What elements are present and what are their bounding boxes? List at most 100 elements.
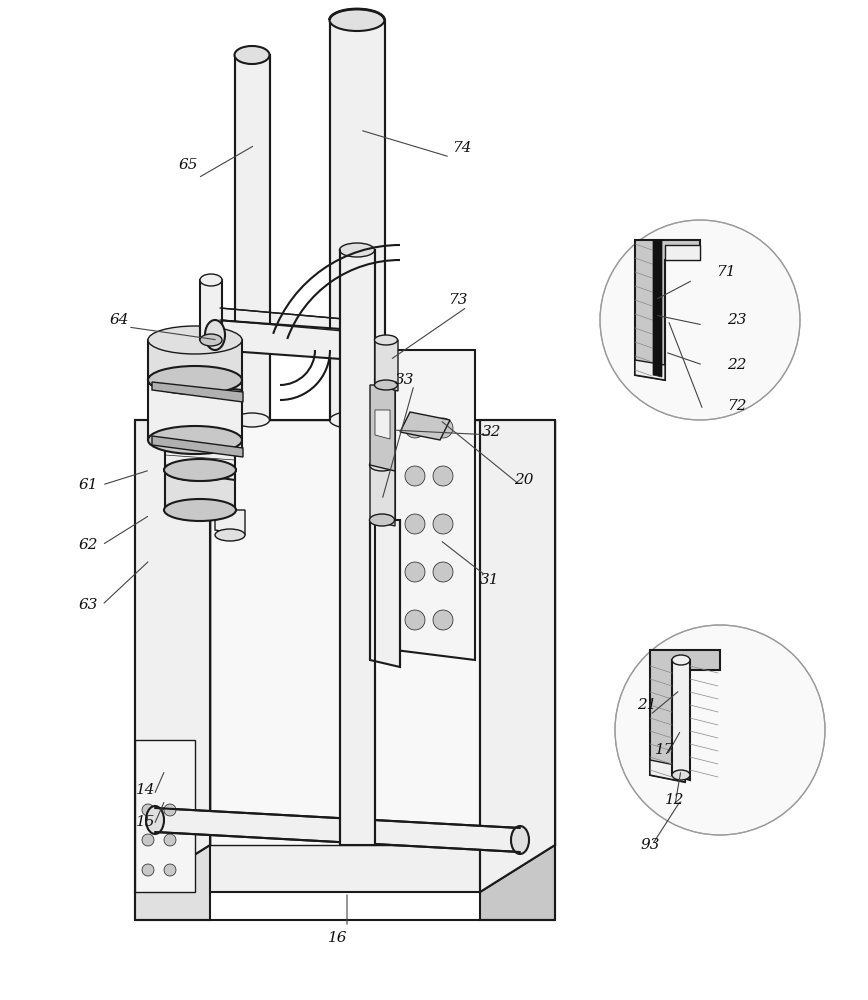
Circle shape — [164, 804, 176, 816]
Ellipse shape — [164, 459, 236, 481]
Text: 15: 15 — [136, 815, 155, 829]
Circle shape — [405, 610, 425, 630]
Polygon shape — [165, 430, 235, 480]
Circle shape — [433, 562, 453, 582]
Polygon shape — [635, 240, 700, 380]
Polygon shape — [235, 55, 270, 420]
Text: 33: 33 — [395, 373, 415, 387]
Ellipse shape — [330, 9, 385, 31]
Circle shape — [142, 864, 154, 876]
Polygon shape — [135, 740, 195, 892]
Text: 31: 31 — [480, 573, 500, 587]
Circle shape — [405, 418, 425, 438]
Text: 93: 93 — [641, 838, 660, 852]
Text: 65: 65 — [178, 158, 198, 172]
Ellipse shape — [339, 243, 374, 257]
Ellipse shape — [511, 826, 529, 854]
Text: 20: 20 — [514, 473, 534, 487]
Circle shape — [142, 834, 154, 846]
Polygon shape — [400, 412, 450, 440]
Polygon shape — [152, 382, 243, 402]
Polygon shape — [155, 808, 520, 852]
Text: 61: 61 — [78, 478, 98, 492]
Polygon shape — [220, 308, 355, 332]
Polygon shape — [650, 760, 685, 782]
Text: 16: 16 — [328, 931, 348, 945]
Polygon shape — [672, 660, 690, 780]
Ellipse shape — [234, 46, 269, 64]
Text: 72: 72 — [727, 399, 746, 413]
Text: 62: 62 — [78, 538, 98, 552]
Text: 21: 21 — [637, 698, 657, 712]
Text: 12: 12 — [665, 793, 685, 807]
Polygon shape — [653, 240, 662, 377]
Polygon shape — [135, 420, 210, 892]
Polygon shape — [635, 360, 665, 380]
Ellipse shape — [148, 366, 242, 394]
Ellipse shape — [148, 366, 242, 394]
Circle shape — [142, 804, 154, 816]
Polygon shape — [135, 845, 210, 920]
Ellipse shape — [215, 529, 245, 541]
Circle shape — [615, 625, 825, 835]
Ellipse shape — [146, 806, 164, 834]
Polygon shape — [370, 520, 400, 667]
Polygon shape — [200, 280, 222, 345]
Text: 71: 71 — [716, 265, 736, 279]
Ellipse shape — [148, 326, 242, 354]
Polygon shape — [370, 385, 395, 471]
Circle shape — [164, 834, 176, 846]
Ellipse shape — [148, 426, 242, 454]
Ellipse shape — [672, 655, 690, 665]
Polygon shape — [148, 340, 242, 390]
Text: 73: 73 — [448, 293, 468, 307]
Text: 63: 63 — [78, 598, 98, 612]
Circle shape — [405, 562, 425, 582]
Polygon shape — [375, 340, 398, 391]
Ellipse shape — [370, 514, 394, 526]
Polygon shape — [165, 470, 235, 520]
Circle shape — [433, 466, 453, 486]
Polygon shape — [395, 350, 475, 660]
Polygon shape — [340, 250, 375, 845]
Text: 17: 17 — [655, 743, 674, 757]
Text: 74: 74 — [452, 141, 471, 155]
Ellipse shape — [200, 334, 222, 346]
Circle shape — [600, 220, 800, 420]
Polygon shape — [375, 410, 390, 439]
Circle shape — [164, 864, 176, 876]
Circle shape — [405, 466, 425, 486]
Polygon shape — [480, 845, 555, 920]
Polygon shape — [665, 245, 700, 260]
Ellipse shape — [370, 459, 394, 471]
Text: 22: 22 — [727, 358, 746, 372]
Text: 32: 32 — [483, 425, 502, 439]
Circle shape — [405, 514, 425, 534]
Ellipse shape — [234, 413, 269, 427]
Polygon shape — [370, 465, 395, 526]
Ellipse shape — [164, 459, 236, 481]
Polygon shape — [148, 380, 242, 452]
Polygon shape — [152, 436, 243, 457]
Ellipse shape — [200, 274, 222, 286]
Polygon shape — [480, 420, 555, 892]
Polygon shape — [650, 650, 720, 782]
Ellipse shape — [374, 335, 398, 345]
Ellipse shape — [345, 331, 365, 359]
Polygon shape — [215, 510, 245, 535]
Polygon shape — [210, 420, 480, 845]
Polygon shape — [330, 20, 385, 420]
Polygon shape — [135, 845, 555, 892]
Polygon shape — [215, 320, 355, 360]
Text: 23: 23 — [727, 313, 746, 327]
Text: 64: 64 — [109, 313, 128, 327]
Circle shape — [433, 610, 453, 630]
Text: 14: 14 — [136, 783, 155, 797]
Ellipse shape — [672, 770, 690, 780]
Ellipse shape — [164, 499, 236, 521]
Circle shape — [433, 514, 453, 534]
Ellipse shape — [205, 320, 225, 350]
Ellipse shape — [374, 380, 398, 390]
Circle shape — [433, 418, 453, 438]
Ellipse shape — [330, 411, 385, 429]
